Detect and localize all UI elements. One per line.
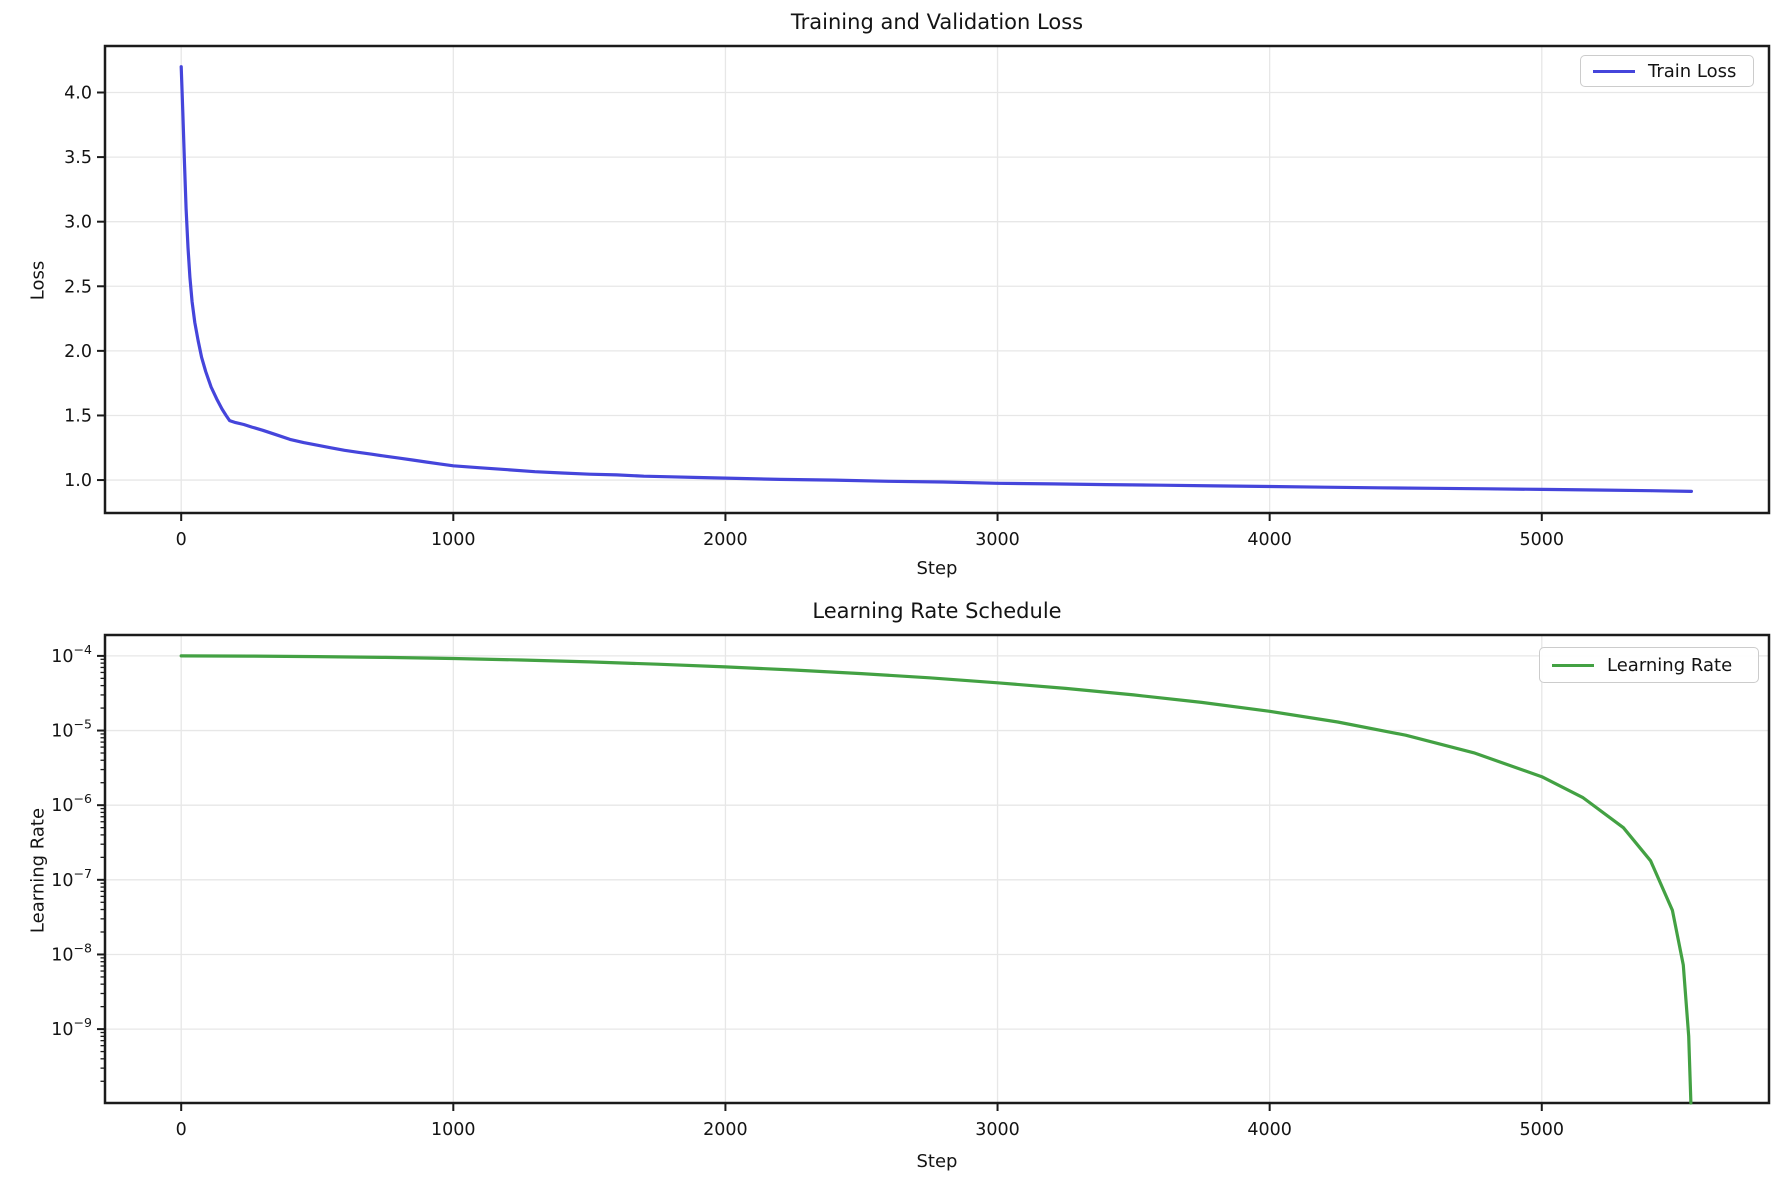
svg-text:0: 0 <box>176 530 187 550</box>
svg-text:0: 0 <box>176 1120 187 1140</box>
loss-legend: Train Loss <box>1580 55 1754 87</box>
svg-text:3000: 3000 <box>975 1120 1020 1140</box>
svg-text:4.0: 4.0 <box>64 84 92 104</box>
lr-chart-title: Learning Rate Schedule <box>812 599 1062 623</box>
svg-text:5000: 5000 <box>1520 530 1565 550</box>
svg-text:5000: 5000 <box>1520 1120 1565 1140</box>
svg-text:2000: 2000 <box>703 1120 748 1140</box>
svg-text:2000: 2000 <box>703 530 748 550</box>
learning-rate-legend-label: Learning Rate <box>1607 654 1733 676</box>
svg-text:1.0: 1.0 <box>64 471 92 491</box>
svg-text:2.5: 2.5 <box>64 277 92 297</box>
svg-text:4000: 4000 <box>1247 1120 1292 1140</box>
svg-text:1000: 1000 <box>431 1120 476 1140</box>
train-loss-legend-line-swatch <box>1593 69 1635 73</box>
svg-text:4000: 4000 <box>1247 530 1292 550</box>
train-loss-legend-label: Train Loss <box>1648 60 1737 82</box>
learning-rate-legend-line-swatch <box>1552 663 1594 667</box>
svg-text:10−6: 10−6 <box>51 791 92 816</box>
svg-text:3000: 3000 <box>975 530 1020 550</box>
svg-text:10−8: 10−8 <box>51 940 92 965</box>
loss-chart-title: Training and Validation Loss <box>790 10 1084 34</box>
loss-chart-plot-area: 0 1000 2000 3000 4000 5000 1.0 1.5 2.0 2.5 3.0 3.5 4… <box>64 44 1771 550</box>
lr-x-axis-label: Step <box>916 1151 958 1172</box>
svg-text:1000: 1000 <box>431 530 476 550</box>
svg-text:2.0: 2.0 <box>64 342 92 362</box>
svg-text:1.5: 1.5 <box>64 406 92 426</box>
svg-text:10−4: 10−4 <box>51 642 92 667</box>
lr-chart-plot-area: 0 1000 2000 3000 4000 5000 10−4 10−5 10−6 10−7 10−… <box>51 633 1771 1140</box>
svg-text:10−9: 10−9 <box>51 1015 92 1040</box>
svg-text:10−5: 10−5 <box>51 717 92 742</box>
svg-text:3.0: 3.0 <box>64 213 92 233</box>
svg-text:3.5: 3.5 <box>64 148 92 168</box>
svg-text:10−7: 10−7 <box>51 866 92 891</box>
lr-legend: Learning Rate <box>1539 647 1759 683</box>
loss-x-axis-label: Step <box>916 558 958 579</box>
